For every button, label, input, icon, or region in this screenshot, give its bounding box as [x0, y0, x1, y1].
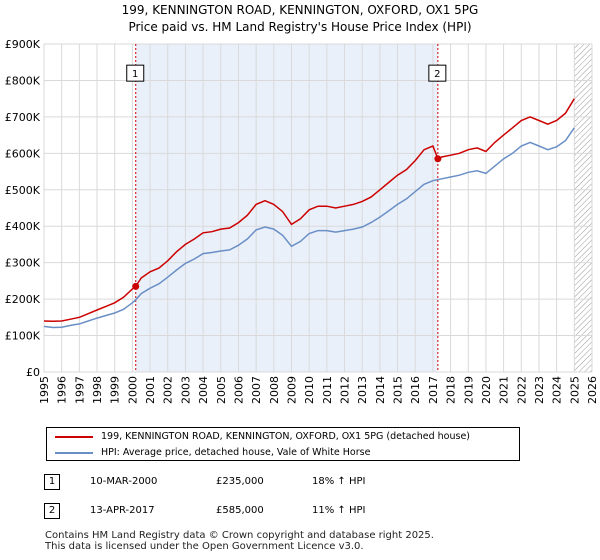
legend-item-property: 199, KENNINGTON ROAD, KENNINGTON, OXFORD… — [55, 429, 470, 444]
legend: 199, KENNINGTON ROAD, KENNINGTON, OXFORD… — [46, 427, 520, 461]
x-tick-label: 2010 — [303, 376, 316, 404]
shaded-period — [135, 44, 438, 372]
chart-subtitle: Price paid vs. HM Land Registry's House … — [128, 20, 472, 34]
x-tick-label: 2018 — [445, 376, 458, 404]
x-tick-label: 2000 — [126, 376, 139, 404]
footer: Contains HM Land Registry data © Crown c… — [45, 530, 434, 552]
marker-label: 2 — [434, 69, 440, 80]
price-chart: £0 £100K £200K £300K £400K £500K £600K £700K £80… — [5, 38, 599, 404]
forecast-hatch — [574, 44, 592, 372]
x-tick-label: 2007 — [250, 376, 263, 404]
footer-copyright: Contains HM Land Registry data © Crown c… — [45, 530, 434, 541]
transaction-date: 13-APR-2017 — [90, 505, 155, 516]
legend-label-hpi: HPI: Average price, detached house, Vale… — [101, 447, 371, 458]
y-tick-label: £600K — [5, 147, 41, 160]
marker-box — [428, 64, 447, 82]
marker-box — [126, 64, 145, 82]
x-tick-label: 2026 — [586, 376, 599, 404]
x-tick-label: 2024 — [551, 376, 564, 404]
x-tick-label: 1996 — [56, 376, 69, 404]
x-tick-label: 1998 — [91, 376, 104, 404]
y-tick-label: £100K — [5, 330, 41, 343]
x-tick-label: 2022 — [515, 376, 528, 404]
x-tick-label: 2003 — [179, 376, 192, 404]
y-tick-label: £700K — [5, 111, 41, 124]
x-tick-label: 2012 — [339, 376, 352, 404]
y-tick-label: £200K — [5, 293, 41, 306]
transaction-badge: 2 — [44, 503, 60, 519]
y-tick-label: £0 — [26, 366, 40, 379]
y-tick-label: £500K — [5, 184, 41, 197]
chart-title: 199, KENNINGTON ROAD, KENNINGTON, OXFORD… — [121, 3, 479, 17]
x-tick-label: 1999 — [109, 376, 122, 404]
y-tick-label: £800K — [5, 74, 41, 87]
footer-licence: This data is licensed under the Open Gov… — [45, 541, 364, 552]
x-tick-label: 2002 — [162, 376, 175, 404]
x-tick-label: 2013 — [356, 376, 369, 404]
transaction-hpi-change: 11% ↑ HPI — [312, 505, 366, 516]
sale-point — [434, 155, 442, 163]
legend-swatch-hpi — [55, 451, 93, 454]
y-tick-label: £300K — [5, 257, 41, 270]
transaction-date: 10-MAR-2000 — [90, 476, 158, 487]
x-tick-label: 2021 — [498, 376, 511, 404]
legend-label-property: 199, KENNINGTON ROAD, KENNINGTON, OXFORD… — [101, 431, 471, 442]
x-tick-label: 2005 — [215, 376, 228, 404]
x-tick-label: 2001 — [144, 376, 157, 404]
x-tick-label: 1997 — [73, 376, 86, 404]
x-tick-label: 2014 — [374, 376, 387, 404]
transaction-hpi-change: 18% ↑ HPI — [312, 476, 366, 487]
x-tick-label: 2009 — [285, 376, 298, 404]
sale-point — [132, 282, 140, 290]
x-tick-label: 2015 — [392, 376, 405, 404]
legend-item-hpi: HPI: Average price, detached house, Vale… — [55, 445, 370, 460]
hpi-line — [43, 127, 575, 329]
x-tick-label: 2006 — [232, 376, 245, 404]
x-tick-label: 2023 — [533, 376, 546, 404]
x-tick-label: 2020 — [480, 376, 493, 404]
marker-label: 1 — [132, 69, 138, 80]
x-tick-label: 2008 — [268, 376, 281, 404]
x-tick-label: 2016 — [409, 376, 422, 404]
x-tick-label: 2011 — [321, 376, 334, 404]
transaction-price: £585,000 — [216, 505, 264, 516]
transaction-price: £235,000 — [216, 476, 264, 487]
y-tick-label: £400K — [5, 220, 41, 233]
x-tick-label: 1995 — [38, 376, 51, 404]
transaction-badge: 1 — [44, 474, 60, 490]
legend-swatch-property — [55, 435, 93, 438]
x-tick-label: 2019 — [462, 376, 475, 404]
y-tick-label: £900K — [5, 38, 41, 51]
x-tick-label: 2017 — [427, 376, 440, 404]
x-tick-label: 2004 — [197, 376, 210, 404]
x-tick-label: 2025 — [568, 376, 581, 404]
